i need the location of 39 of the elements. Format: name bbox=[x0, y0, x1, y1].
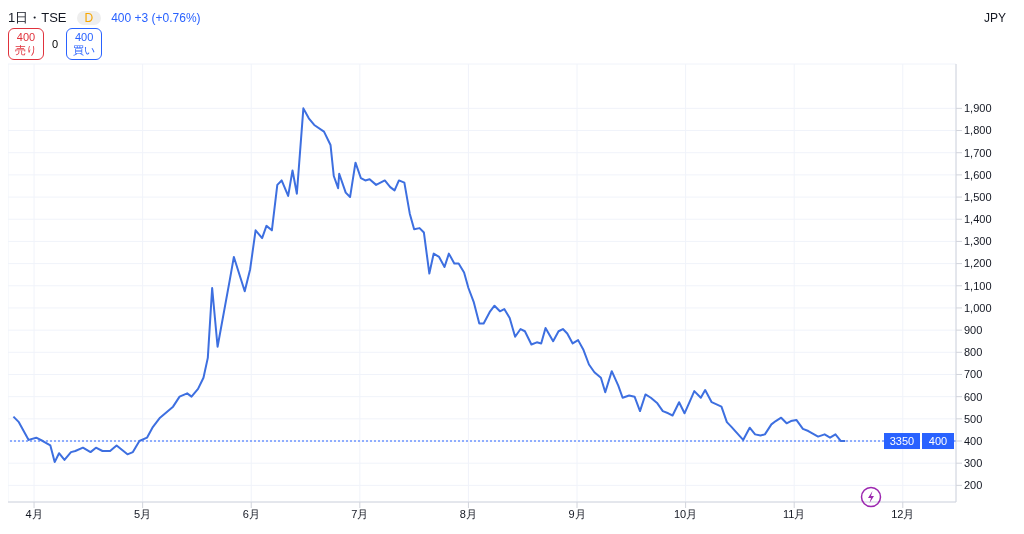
y-tick-label: 1,300 bbox=[964, 235, 992, 248]
y-tick-label: 1,100 bbox=[964, 279, 992, 292]
ref-line-label: 400 bbox=[928, 435, 948, 448]
y-tick-label: 900 bbox=[964, 324, 983, 337]
text: 0 bbox=[52, 38, 59, 50]
y-tick-label: 1,200 bbox=[964, 257, 992, 270]
text: 400 +3 (+0.76%) bbox=[111, 11, 201, 25]
y-tick-label: 1,900 bbox=[964, 102, 992, 115]
y-tick-label: 1,000 bbox=[964, 301, 992, 314]
y-axis-title: JPY bbox=[983, 11, 1007, 25]
y-tick-label: 1,500 bbox=[964, 190, 992, 203]
y-tick-label: 200 bbox=[964, 479, 983, 492]
x-tick-label: 9月 bbox=[568, 507, 586, 520]
x-tick-label: 10月 bbox=[673, 507, 698, 520]
x-tick-label: 4月 bbox=[25, 507, 43, 520]
y-tick-label: 1,600 bbox=[964, 168, 992, 181]
text: 400 bbox=[15, 31, 37, 44]
y-tick-label: 400 bbox=[964, 434, 983, 447]
text: D bbox=[76, 11, 102, 25]
x-tick-label: 8月 bbox=[459, 507, 477, 520]
text: 売り bbox=[15, 44, 37, 57]
y-tick-label: 300 bbox=[964, 457, 983, 470]
annotation: 3350 bbox=[889, 435, 915, 448]
y-tick-label: 800 bbox=[964, 346, 983, 359]
chart-title: 1日・TSE bbox=[8, 9, 67, 27]
x-tick-label: 5月 bbox=[134, 507, 152, 520]
x-tick-label: 7月 bbox=[351, 507, 369, 520]
text: 400 bbox=[73, 31, 95, 44]
text: 買い bbox=[73, 44, 96, 57]
y-tick-label: 1,700 bbox=[964, 146, 992, 159]
y-tick-label: 500 bbox=[964, 412, 983, 425]
line-series bbox=[12, 107, 847, 464]
x-tick-label: 11月 bbox=[782, 507, 806, 520]
x-tick-label: 12月 bbox=[891, 507, 915, 520]
y-tick-label: 600 bbox=[964, 390, 983, 403]
y-tick-label: 1,400 bbox=[964, 213, 992, 226]
x-tick-label: 6月 bbox=[242, 507, 260, 520]
y-tick-label: 1,800 bbox=[964, 124, 992, 137]
y-tick-label: 700 bbox=[964, 368, 983, 381]
